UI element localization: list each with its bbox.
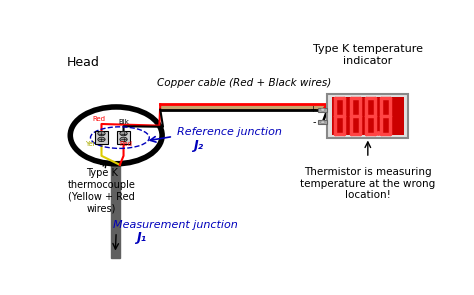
Text: J₂: J₂: [193, 139, 203, 152]
Bar: [95, 132, 108, 144]
Text: Yel: Yel: [85, 141, 95, 148]
Text: Measurement junction: Measurement junction: [112, 220, 237, 230]
Text: J₁: J₁: [137, 231, 146, 244]
Circle shape: [320, 109, 325, 111]
Text: Copper cable (Red + Black wires): Copper cable (Red + Black wires): [157, 78, 331, 88]
Circle shape: [120, 137, 127, 142]
Text: Type K
thermocouple
(Yellow + Red
wires): Type K thermocouple (Yellow + Red wires): [68, 168, 136, 213]
Text: Type K temperature
indicator: Type K temperature indicator: [313, 45, 423, 66]
Bar: [117, 132, 130, 144]
Circle shape: [98, 131, 105, 136]
Text: Head: Head: [66, 56, 100, 69]
Text: Reference junction: Reference junction: [177, 127, 282, 137]
Text: Red: Red: [120, 141, 133, 148]
Circle shape: [98, 137, 105, 142]
Bar: [328, 94, 408, 137]
Text: Red: Red: [92, 116, 105, 122]
Text: Thermistor is measuring
temperature at the wrong
location!: Thermistor is measuring temperature at t…: [300, 167, 436, 200]
Circle shape: [70, 107, 162, 164]
Bar: [318, 108, 328, 112]
Bar: [332, 97, 404, 135]
Circle shape: [120, 131, 127, 136]
Bar: [110, 163, 120, 258]
Text: -: -: [313, 117, 316, 127]
Text: +: +: [310, 105, 316, 114]
Bar: [160, 104, 328, 110]
Circle shape: [320, 121, 325, 124]
Text: Blk: Blk: [118, 119, 129, 125]
Bar: [318, 120, 328, 124]
